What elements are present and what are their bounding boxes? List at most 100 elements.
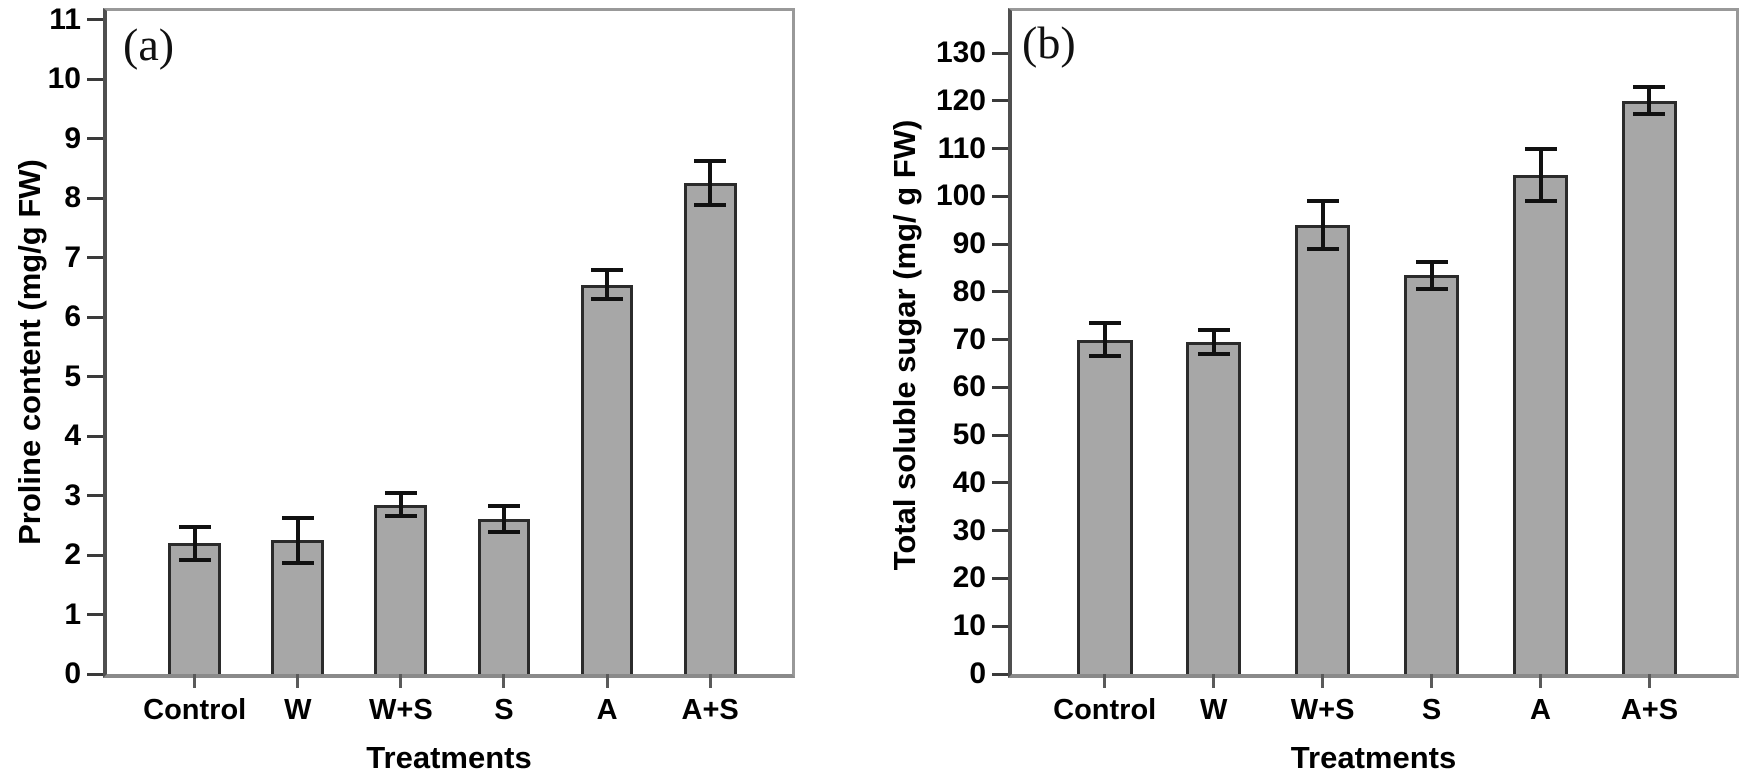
y-tick-label: 20 [952,561,986,595]
x-tick-mark [605,674,609,688]
y-tick-label: 4 [64,419,81,453]
x-category-label: W [284,694,312,726]
error-bar-stem [708,161,713,206]
y-tick-mark [87,18,103,22]
error-bar-cap-top [694,159,727,164]
y-tick-label: 10 [952,609,986,643]
bar-w [271,540,325,674]
error-bar-stem [1211,330,1216,354]
bar-a+s [1621,100,1678,674]
error-bar-cap-bottom [1633,112,1666,117]
y-tick-label: 60 [952,370,986,404]
x-category-label: W+S [369,694,433,726]
y-tick-mark [992,51,1008,55]
bar-a+s [683,183,737,674]
x-axis-title: Treatments [1290,740,1457,775]
y-tick-mark [992,385,1008,389]
error-bar-stem [605,269,610,300]
error-bar-cap-bottom [1306,246,1339,251]
y-tick-label: 7 [64,240,81,274]
x-category-label: S [494,694,514,726]
error-bar-cap-bottom [1197,351,1230,356]
x-tick-mark [399,674,403,688]
error-bar-stem [1538,148,1543,202]
y-tick-mark [992,433,1008,437]
y-tick-mark [87,256,103,260]
x-category-label: A [596,694,618,726]
y-tick-mark [87,77,103,81]
y-tick-label: 3 [64,478,81,512]
error-bar-stem [398,492,403,517]
error-bar-cap-top [281,515,314,520]
error-bar-cap-bottom [281,560,314,565]
error-bar-cap-top [1197,328,1230,333]
x-tick-mark [296,674,300,688]
y-tick-label: 0 [64,657,81,690]
x-tick-mark [1430,674,1434,688]
error-bar-cap-top [591,267,624,272]
y-tick-mark [87,375,103,379]
y-tick-label: 6 [64,300,81,334]
error-bar-cap-top [1415,259,1448,264]
bar-a [580,284,634,674]
x-category-label: A+S [1620,694,1679,726]
plot-area: 0 10 20 30 40 50 60 70 80 90 100 110 120 130 Control W W… [936,8,1739,726]
error-bar-cap-bottom [1088,354,1121,359]
x-tick-mark [502,674,506,688]
y-tick-mark [992,99,1008,103]
error-bar-cap-bottom [178,557,211,562]
y-tick-mark [992,529,1008,533]
x-category-label: Control [143,694,247,726]
y-tick-label: 1 [64,597,81,631]
bar-w [1185,342,1242,674]
x-category-label: Control [1053,694,1157,726]
y-tick-mark [992,242,1008,246]
error-bar-stem [1320,201,1325,249]
bar-w+s [374,504,428,674]
x-axis-title: Treatments [366,740,532,775]
x-tick-mark [708,674,712,688]
y-tick-mark [87,553,103,557]
plot-area: 0 1 2 3 4 5 6 7 8 9 10 11 Control W W+S S A A+S [48,3,795,726]
y-tick-mark [992,576,1008,580]
panel-letter-b: (b) [1022,17,1076,68]
y-tick-label: 50 [952,418,986,452]
y-tick-mark [87,315,103,319]
y-tick-label: 5 [64,359,81,393]
error-bar-cap-top [384,490,417,495]
error-bar-cap-top [487,504,520,509]
y-tick-mark [87,494,103,498]
y-tick-label: 30 [952,513,986,547]
error-bar-cap-bottom [487,530,520,535]
y-tick-label: 100 [935,179,986,213]
error-bar-cap-top [1306,199,1339,204]
x-category-label: A+S [681,694,739,726]
error-bar-stem [192,526,197,560]
error-bar-cap-top [1088,320,1121,325]
error-bar-cap-bottom [1524,199,1557,204]
error-bar-stem [1102,322,1107,357]
error-bar-cap-bottom [591,297,624,302]
y-tick-mark [87,196,103,200]
x-category-label: W [1199,694,1228,726]
bar-s [1403,275,1460,674]
panel-letter-a: (a) [123,19,175,70]
y-tick-label: 120 [935,83,986,117]
y-tick-mark [992,624,1008,628]
y-tick-mark [992,672,1008,676]
y-tick-label: 0 [969,657,986,690]
y-tick-mark [992,194,1008,198]
y-tick-mark [87,672,103,676]
x-tick-mark [193,674,197,688]
x-category-label: W+S [1290,694,1355,726]
y-tick-label: 80 [952,274,986,308]
x-category-label: A [1530,694,1551,726]
bar-a [1512,174,1569,674]
y-tick-label: 9 [64,121,81,155]
y-tick-label: 40 [952,465,986,499]
error-bar-cap-bottom [1415,286,1448,291]
y-tick-mark [992,481,1008,485]
error-bar-cap-top [1524,146,1557,151]
error-bar-stem [1647,87,1652,115]
bar-w+s [1294,225,1351,674]
